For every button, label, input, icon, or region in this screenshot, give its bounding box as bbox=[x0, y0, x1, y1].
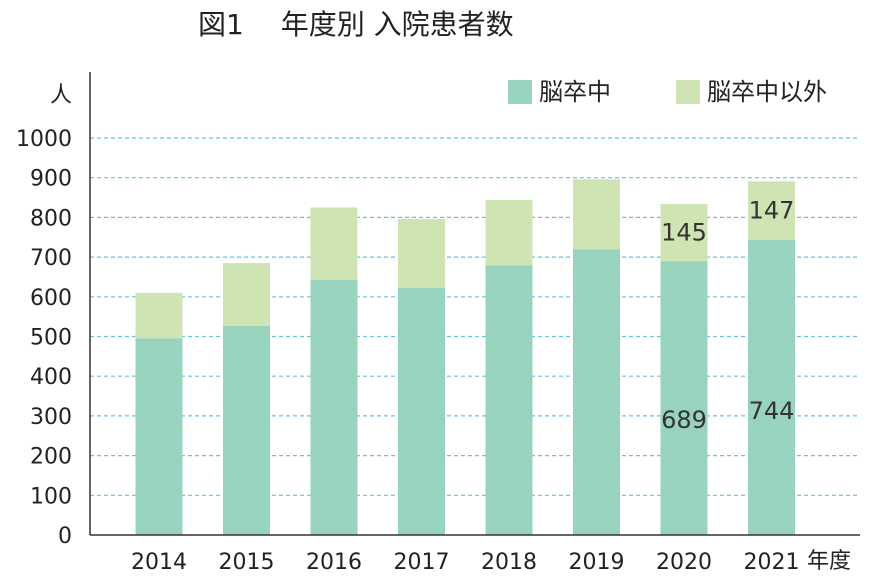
x-tick-label: 2016 bbox=[306, 550, 362, 575]
x-tick-label: 2019 bbox=[569, 550, 625, 575]
bar-2020-series-0 bbox=[660, 261, 708, 535]
bar-2019-series-1 bbox=[573, 179, 620, 250]
x-tick-label: 2017 bbox=[394, 550, 450, 575]
legend: 脳卒中 脳卒中以外 bbox=[508, 78, 827, 106]
bar-2017-series-0 bbox=[398, 287, 445, 535]
bar-2014-series-1 bbox=[135, 292, 183, 339]
bar-2021-series-0 bbox=[748, 239, 795, 535]
axes bbox=[89, 72, 860, 536]
bars bbox=[135, 179, 795, 535]
y-tick-label: 400 bbox=[30, 365, 72, 390]
bar-2014-series-0 bbox=[135, 338, 183, 535]
legend-label-non-stroke: 脳卒中以外 bbox=[707, 78, 827, 106]
bar-2018-series-1 bbox=[485, 199, 533, 266]
y-tick-label: 1000 bbox=[16, 127, 72, 152]
y-tick-label: 900 bbox=[30, 167, 72, 192]
y-tick-label: 600 bbox=[30, 286, 72, 311]
legend-label-stroke: 脳卒中 bbox=[539, 78, 611, 106]
y-tick-label: 700 bbox=[30, 246, 72, 271]
data-labels: 689 145 744 147 bbox=[661, 196, 794, 434]
gridlines bbox=[90, 137, 860, 496]
bar-2018-series-0 bbox=[485, 265, 533, 535]
data-label: 744 bbox=[749, 397, 795, 425]
y-tick-label: 200 bbox=[30, 445, 72, 470]
y-tick-label: 500 bbox=[30, 326, 72, 351]
x-tick-label: 2018 bbox=[481, 550, 537, 575]
x-tick-label: 2020 bbox=[656, 550, 712, 575]
bar-2016-series-1 bbox=[310, 207, 358, 280]
bar-2021-series-1 bbox=[748, 181, 795, 240]
legend-swatch-stroke bbox=[508, 80, 532, 104]
y-tick-label: 0 bbox=[58, 524, 72, 549]
x-axis-label: 年度 bbox=[807, 549, 851, 574]
chart-title: 図1 年度別 入院患者数 bbox=[198, 8, 514, 41]
data-label: 147 bbox=[749, 196, 795, 224]
data-label: 689 bbox=[661, 406, 707, 434]
bar-2019-series-0 bbox=[573, 249, 620, 535]
bar-2015-series-1 bbox=[223, 263, 270, 326]
bar-2017-series-1 bbox=[398, 218, 445, 288]
legend-swatch-non-stroke bbox=[676, 80, 700, 104]
y-axis-label: 人 bbox=[50, 83, 72, 108]
bar-2015-series-0 bbox=[223, 325, 270, 535]
bar-2016-series-0 bbox=[310, 279, 358, 535]
y-tick-label: 800 bbox=[30, 206, 72, 231]
bar-2020-series-1 bbox=[660, 203, 708, 262]
x-tick-label: 2015 bbox=[219, 550, 275, 575]
x-tick-label: 2021 bbox=[744, 550, 800, 575]
y-tick-label: 100 bbox=[30, 484, 72, 509]
data-label: 145 bbox=[661, 219, 707, 247]
y-tick-labels: 0 100 200 300 400 500 600 700 800 900 1000 bbox=[16, 127, 72, 549]
y-tick-label: 300 bbox=[30, 405, 72, 430]
x-tick-label: 2014 bbox=[131, 550, 187, 575]
x-tick-labels: 2014 2015 2016 2017 2018 2019 2020 2021 bbox=[131, 550, 800, 575]
